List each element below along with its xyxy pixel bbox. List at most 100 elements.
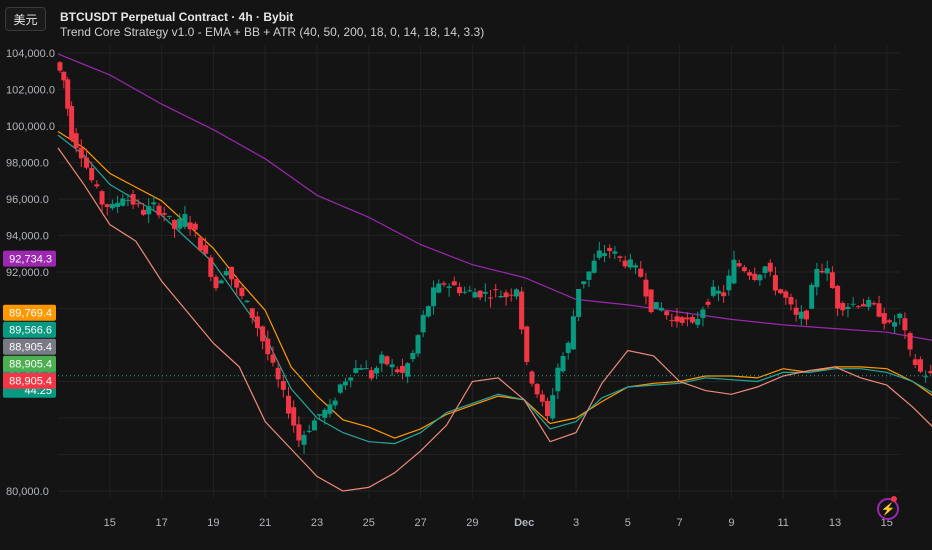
- candle-body: [327, 404, 333, 414]
- candle-body: [648, 289, 654, 313]
- x-tick-label: 25: [363, 517, 375, 529]
- candle-body: [762, 266, 768, 273]
- lightning-icon[interactable]: ⚡: [877, 498, 899, 520]
- indicator-line-3: [57, 147, 932, 492]
- candle-body: [61, 71, 67, 81]
- candle-body: [130, 194, 136, 205]
- candle-body: [69, 106, 75, 140]
- candle-body: [94, 184, 100, 187]
- candle-body: [529, 371, 535, 384]
- candle-body: [218, 280, 224, 284]
- candle-body: [591, 260, 597, 273]
- candle-body: [892, 322, 898, 327]
- price-tag-label: 89,566.6: [9, 325, 52, 337]
- x-tick-label: 27: [414, 517, 426, 529]
- indicator-legend[interactable]: Trend Core Strategy v1.0 - EMA + BB + AT…: [60, 25, 485, 39]
- price-axis[interactable]: 104,000.0 102,000.0 100,000.0 98,000.0 96,00…: [6, 48, 55, 498]
- candle-body: [539, 394, 545, 402]
- candle-body: [586, 271, 592, 280]
- candle-body: [451, 281, 457, 286]
- candle-body: [617, 256, 623, 258]
- candle-body: [265, 338, 271, 355]
- x-tick-label: 5: [625, 517, 631, 529]
- candle-body: [482, 292, 488, 294]
- candle-body: [638, 268, 644, 277]
- candle-body: [679, 317, 685, 323]
- candle-body: [928, 371, 932, 374]
- candle-body: [374, 367, 380, 374]
- candle-body: [384, 356, 390, 365]
- candle-body: [596, 250, 602, 258]
- candle-body: [804, 310, 810, 320]
- candle-body: [757, 274, 763, 281]
- candle-body: [798, 311, 804, 319]
- candle-body: [270, 354, 276, 363]
- candle-body: [249, 308, 255, 318]
- x-tick-label: 3: [573, 517, 579, 529]
- candle-body: [498, 295, 504, 298]
- candle-body: [772, 275, 778, 291]
- candle-body: [907, 333, 913, 350]
- candle-body: [503, 292, 509, 298]
- y-tick-label: 94,000.0: [6, 231, 49, 243]
- candle-body: [89, 167, 95, 181]
- x-tick-label: 23: [311, 517, 323, 529]
- price-tag-label: 88,905.4: [9, 342, 52, 354]
- candle-body: [565, 342, 571, 353]
- candle-body: [695, 318, 701, 325]
- y-tick-label: 92,000.0: [6, 267, 49, 279]
- candle-body: [524, 326, 530, 363]
- x-tick-label: 19: [207, 517, 219, 529]
- candlesticks: [57, 61, 932, 454]
- candle-body: [177, 218, 183, 229]
- price-tag-label: 88,905.4: [9, 359, 52, 371]
- candle-body: [881, 313, 887, 324]
- candle-body: [897, 313, 903, 319]
- candle-body: [923, 376, 929, 378]
- y-tick-label: 98,000.0: [6, 158, 49, 170]
- candle-body: [860, 304, 866, 307]
- candle-body: [829, 272, 835, 289]
- price-tag: [3, 250, 56, 267]
- candle-body: [436, 283, 442, 293]
- candle-body: [690, 317, 696, 323]
- candle-body: [115, 202, 121, 207]
- candle-body: [850, 303, 856, 305]
- currency-button[interactable]: 美元: [5, 7, 46, 31]
- price-tags: 92,734.386,313.044:2589,769.489,566.688,…: [3, 250, 56, 398]
- candle-body: [239, 287, 245, 297]
- candle-body: [358, 368, 364, 370]
- candle-body: [886, 320, 892, 323]
- candle-body: [855, 306, 861, 308]
- candle-body: [161, 213, 167, 215]
- candle-body: [306, 430, 312, 432]
- candle-body: [275, 367, 281, 380]
- candle-body: [783, 291, 789, 298]
- x-tick-label: 17: [155, 517, 167, 529]
- candle-body: [244, 300, 250, 303]
- candle-body: [545, 400, 551, 417]
- candle-body: [166, 215, 172, 217]
- y-tick-label: 80,000.0: [6, 486, 49, 498]
- candle-body: [581, 281, 587, 285]
- candle-body: [65, 79, 71, 109]
- candle-body: [342, 381, 348, 386]
- candle-body: [876, 303, 882, 317]
- time-axis[interactable]: 1517192123252729Dec357911131517: [104, 517, 932, 529]
- candle-body: [488, 297, 494, 299]
- candle-body: [643, 279, 649, 297]
- candle-body: [187, 222, 193, 230]
- candle-body: [286, 395, 292, 414]
- candle-body: [519, 291, 525, 330]
- candle-body: [493, 289, 499, 291]
- candle-body: [674, 316, 680, 322]
- candle-body: [223, 271, 229, 276]
- candle-body: [57, 62, 63, 71]
- notification-dot: [891, 496, 897, 502]
- candle-body: [399, 365, 405, 373]
- candle-body: [172, 219, 178, 229]
- candle-body: [508, 294, 514, 296]
- price-tag: [3, 338, 56, 355]
- candle-body: [731, 259, 737, 284]
